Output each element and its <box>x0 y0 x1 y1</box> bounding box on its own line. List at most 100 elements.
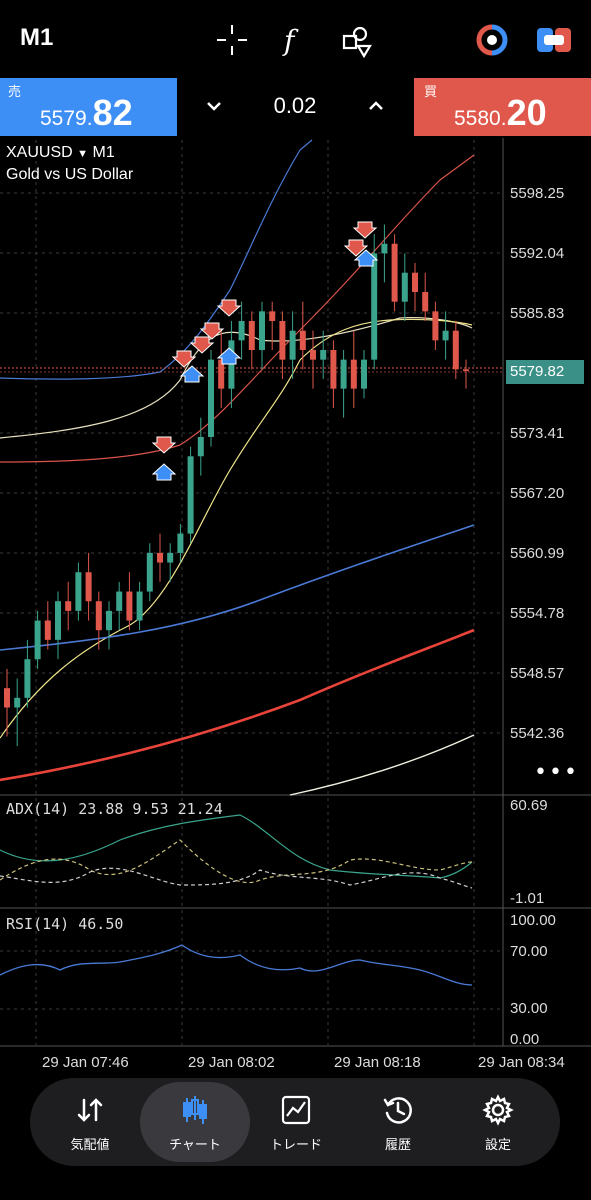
objects-icon[interactable] <box>340 22 376 58</box>
volume-value[interactable]: 0.02 <box>273 93 317 118</box>
bear-candle <box>218 359 225 389</box>
current-price-badge: 5579.82 <box>506 360 584 384</box>
price-tick: 5573.41 <box>510 425 565 442</box>
timeframe-button[interactable]: M1 <box>20 24 54 51</box>
quotes-arrows-icon <box>77 1098 103 1122</box>
bear-candle <box>412 272 418 293</box>
bear-candle <box>299 330 306 351</box>
nav-settings-label: 設定 <box>484 1138 511 1153</box>
settings-gear-icon <box>482 1094 514 1126</box>
buy-button[interactable]: 買 5580.20 <box>414 78 591 136</box>
sell-arrow-marker <box>171 350 197 368</box>
adx-max: 60.69 <box>510 797 548 814</box>
sell-arrow-marker <box>199 322 225 340</box>
price-tick: 5542.36 <box>510 725 565 742</box>
bear-candle <box>463 369 469 372</box>
bull-candle <box>208 359 214 437</box>
price-tick: 5567.20 <box>510 485 565 502</box>
bull-candle <box>167 552 174 563</box>
function-icon[interactable]: f <box>276 22 312 58</box>
symbol-label[interactable]: XAUUSD ▼ M1 <box>6 144 115 161</box>
nav-history-label: 履歴 <box>384 1138 411 1153</box>
bear-candle <box>65 601 72 611</box>
buy-arrow-marker <box>151 463 177 481</box>
bull-candle <box>401 272 408 302</box>
bear-candle <box>44 620 51 640</box>
time-tick: 29 Jan 08:18 <box>334 1054 421 1071</box>
price-tick: 5560.99 <box>510 545 565 562</box>
rsi-line <box>0 944 473 986</box>
price-tick: 5548.57 <box>510 665 565 682</box>
volume-decrease-button[interactable] <box>202 94 226 118</box>
sell-price: 5579.82 <box>40 92 133 133</box>
crosshair-icon[interactable] <box>214 22 250 58</box>
volume-increase-button[interactable] <box>364 94 388 118</box>
bull-candle <box>116 591 123 611</box>
symbol-dropdown-icon: ▼ <box>77 148 89 160</box>
bull-candle <box>238 321 245 341</box>
bear-candle <box>330 350 337 389</box>
price-tick: 5598.25 <box>510 185 565 202</box>
bull-candle <box>177 533 184 553</box>
nav-quotes-label: 気配値 <box>70 1138 110 1153</box>
rsi-level: 70.00 <box>510 943 548 960</box>
ma-red-thick <box>0 628 475 782</box>
bear-candle <box>248 321 255 351</box>
bull-candle <box>340 359 347 389</box>
bull-candle <box>442 330 449 341</box>
bear-candle <box>126 591 133 621</box>
nav-chart-label: チャート <box>169 1138 221 1153</box>
history-clock-icon <box>383 1097 412 1124</box>
price-tick: 5585.83 <box>510 305 565 322</box>
sell-button[interactable]: 売 5579.82 <box>0 78 177 136</box>
one-click-trade-panel: 売 5579.82 0.02 買 5580.20 <box>0 78 591 136</box>
more-options-icon[interactable]: ••• <box>534 760 579 785</box>
top-toolbar: M1 f <box>0 0 591 78</box>
buy-label: 買 <box>424 85 438 100</box>
trade-toggle-icon[interactable] <box>536 26 572 54</box>
bear-candle <box>350 359 357 389</box>
bull-candle <box>381 243 388 254</box>
bear-candle <box>85 572 92 602</box>
nav-history[interactable]: 履歴 <box>348 1078 448 1166</box>
bear-candle <box>4 688 10 708</box>
buy-price: 5580.20 <box>454 92 547 133</box>
bottom-navigation: 気配値 チャート トレード 履歴 <box>30 1078 560 1166</box>
bear-candle <box>422 292 429 312</box>
bull-candle <box>14 697 21 708</box>
sell-arrow-marker <box>216 299 242 317</box>
trade-graph-icon <box>281 1095 311 1125</box>
bull-candle <box>361 359 367 389</box>
nav-quotes[interactable]: 気配値 <box>40 1078 140 1166</box>
ma-blue <box>0 524 475 651</box>
time-tick: 29 Jan 08:02 <box>188 1054 275 1071</box>
sell-arrow-marker <box>352 221 378 239</box>
buy-arrow-marker <box>216 347 242 365</box>
lower-band <box>0 317 473 439</box>
one-click-trading-icon[interactable] <box>476 24 508 56</box>
nav-trade[interactable]: トレード <box>246 1078 346 1166</box>
rsi-level: 30.00 <box>510 1000 548 1017</box>
bear-candle <box>391 243 398 302</box>
ma-red-thin <box>0 154 475 463</box>
sell-label: 売 <box>8 85 22 100</box>
chart-candles-icon <box>183 1096 207 1124</box>
bull-candle <box>146 552 153 592</box>
bull-candle <box>136 591 143 621</box>
time-tick: 29 Jan 08:34 <box>478 1054 565 1071</box>
adx-lines <box>0 814 473 889</box>
bear-candle <box>269 311 276 322</box>
adx-min: -1.01 <box>510 890 545 907</box>
nav-chart[interactable]: チャート <box>140 1082 250 1162</box>
bear-candle <box>279 321 286 360</box>
buy-arrow-marker <box>353 249 379 267</box>
nav-settings[interactable]: 設定 <box>448 1078 548 1166</box>
bull-candle <box>197 436 204 457</box>
symbol-description: Gold vs US Dollar <box>6 166 134 183</box>
bear-candle <box>452 330 459 370</box>
adx-label: ADX(14) 23.88 9.53 21.24 <box>6 800 223 818</box>
trade-markers <box>151 221 379 481</box>
bull-candle <box>75 572 82 611</box>
bear-candle <box>95 601 102 631</box>
price-chart[interactable] <box>0 136 591 1076</box>
